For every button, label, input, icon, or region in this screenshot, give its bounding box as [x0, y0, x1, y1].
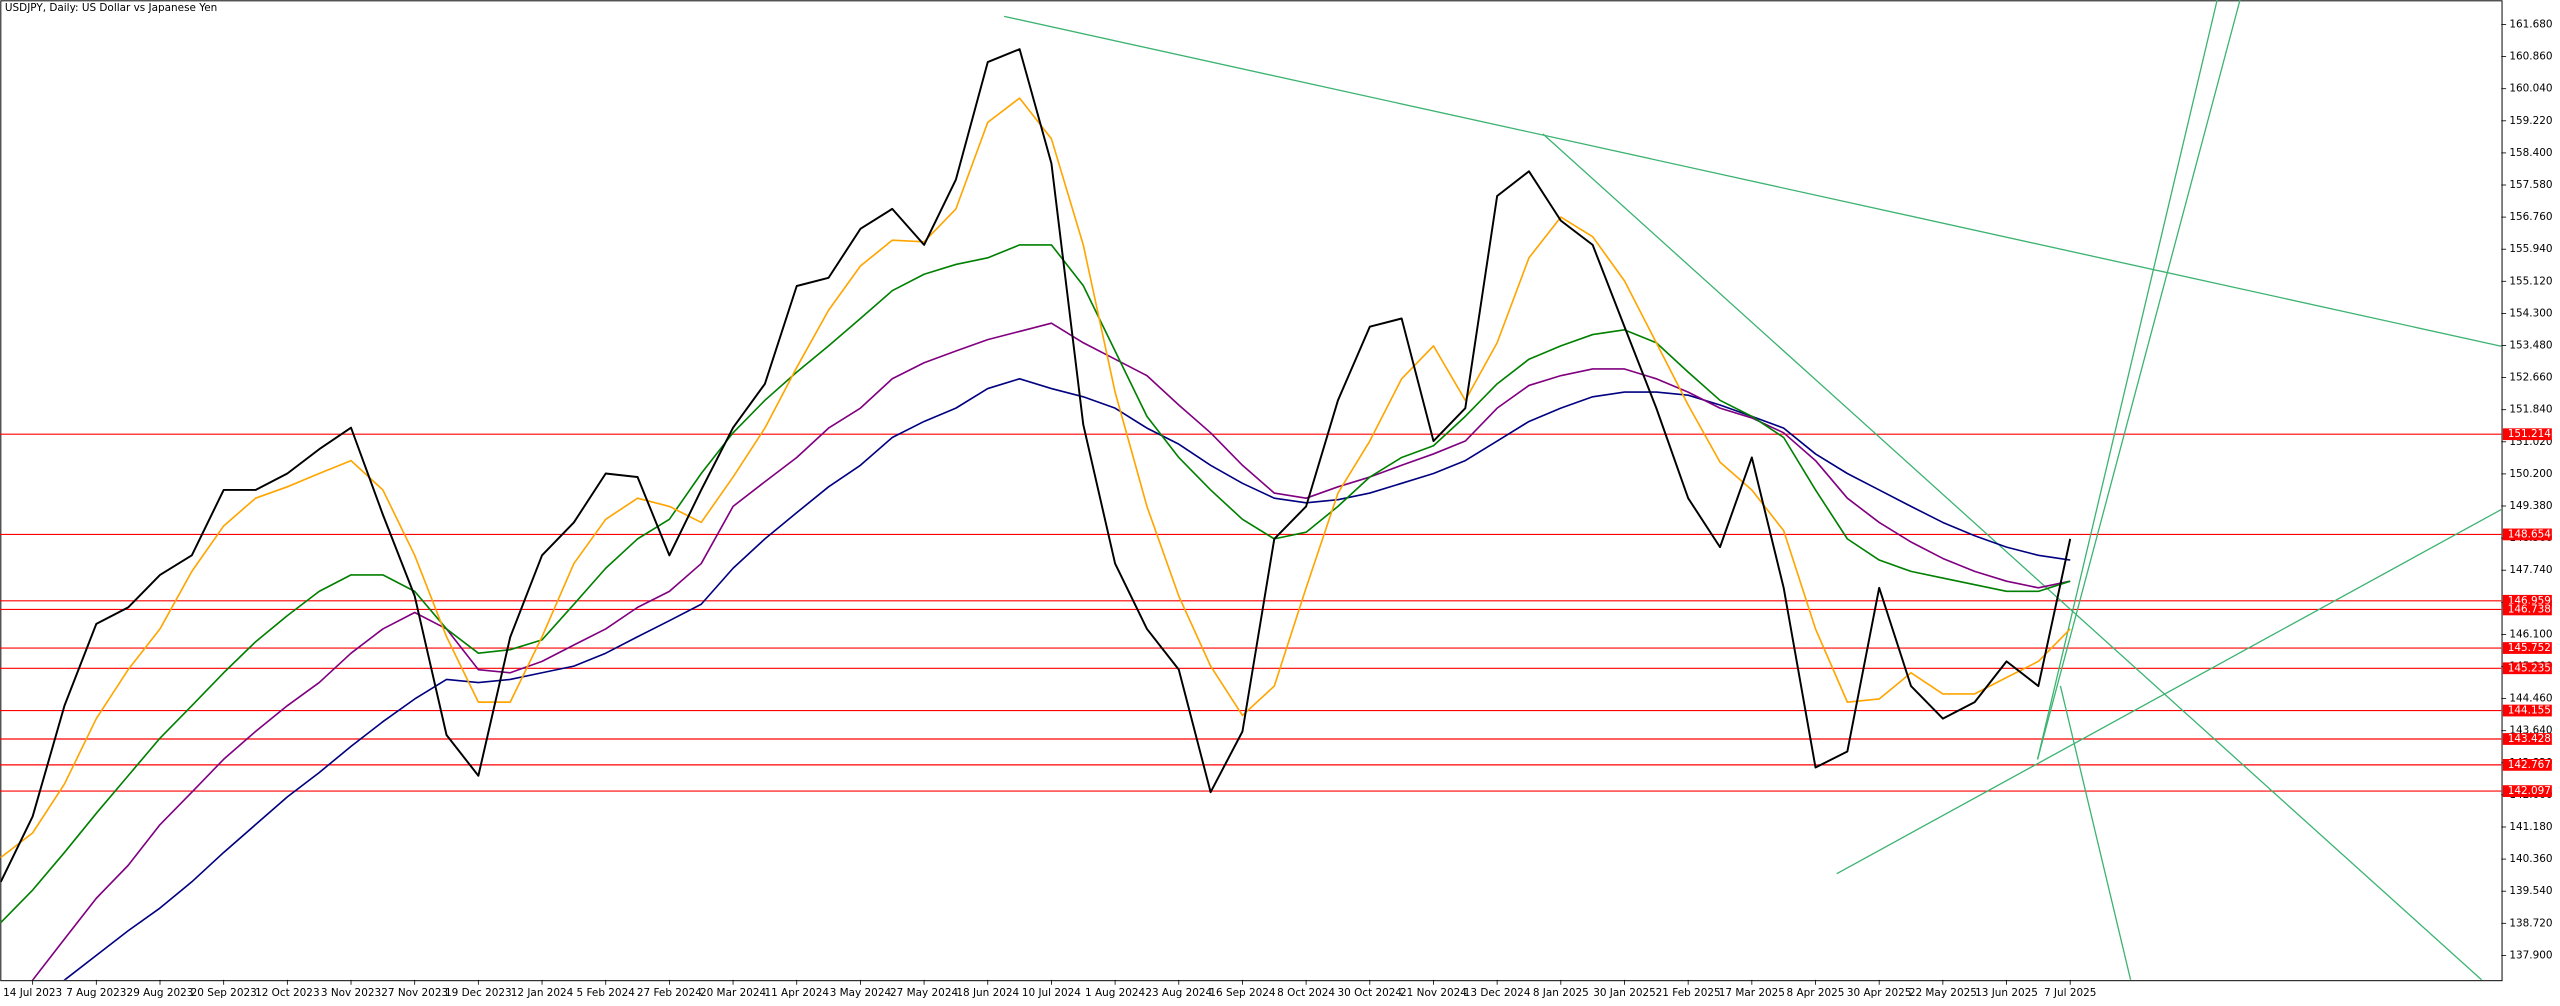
y-tick-label: 155.940 — [2509, 243, 2552, 255]
y-tick-label: 147.740 — [2509, 564, 2552, 576]
x-tick-label: 21 Nov 2024 — [1400, 987, 1467, 999]
x-tick-label: 7 Jul 2025 — [2044, 987, 2096, 999]
level-tag — [2502, 733, 2552, 745]
x-tick-label: 10 Jul 2024 — [1022, 987, 1081, 999]
x-tick-label: 20 Mar 2024 — [700, 987, 767, 999]
x-tick-label: 14 Jul 2023 — [3, 987, 62, 999]
level-label: 145.752 — [2508, 642, 2551, 654]
x-tick-label: 5 Feb 2024 — [577, 987, 636, 999]
x-tick-label: 22 May 2025 — [1909, 987, 1977, 999]
series-line — [0, 244, 2071, 924]
y-tick-label: 153.480 — [2509, 340, 2552, 352]
x-tick-label: 20 Sep 2023 — [191, 987, 257, 999]
x-tick-label: 8 Oct 2024 — [1277, 987, 1335, 999]
trend-line — [2036, 0, 2241, 760]
x-tick-label: 27 Feb 2024 — [637, 987, 702, 999]
level-tag — [2502, 704, 2552, 717]
x-tick-label: 12 Jan 2024 — [511, 987, 574, 999]
x-tick-label: 21 Feb 2025 — [1656, 987, 1721, 999]
x-tick-label: 7 Aug 2023 — [66, 987, 126, 999]
x-tick-label: 30 Jan 2025 — [1593, 987, 1656, 999]
level-label: 143.428 — [2508, 733, 2551, 745]
y-tick-label: 137.900 — [2509, 949, 2552, 961]
y-tick-label: 157.580 — [2509, 179, 2552, 191]
level-label: 144.155 — [2508, 705, 2551, 717]
y-tick-label: 161.680 — [2509, 19, 2552, 31]
axis-layer: 137.900 138.720 139.540 140.360 141.180 142.0… — [3, 19, 2552, 999]
x-tick-label: 27 May 2024 — [890, 987, 958, 999]
series-line — [0, 48, 2072, 883]
x-tick-label: 8 Jan 2025 — [1533, 987, 1589, 999]
series-layer — [0, 48, 2072, 980]
x-tick-label: 13 Dec 2024 — [1464, 987, 1531, 999]
level-label: 145.235 — [2508, 662, 2551, 674]
x-tick-label: 30 Apr 2025 — [1847, 987, 1912, 999]
level-tag — [2502, 428, 2552, 441]
y-tick-label: 160.860 — [2509, 51, 2552, 63]
chart-title: USDJPY, Daily: US Dollar vs Japanese Yen — [5, 2, 217, 14]
y-tick-label: 151.840 — [2509, 404, 2552, 416]
x-tick-label: 19 Dec 2023 — [445, 987, 512, 999]
y-tick-label: 141.180 — [2509, 821, 2552, 833]
series-line — [31, 322, 2071, 980]
y-tick-label: 159.220 — [2509, 115, 2552, 127]
trend-line — [1542, 133, 2483, 980]
level-tag — [2502, 642, 2552, 654]
x-tick-label: 29 Aug 2023 — [127, 987, 194, 999]
y-tick-label: 160.040 — [2509, 83, 2552, 95]
level-label: 146.738 — [2508, 603, 2551, 615]
y-tick-label: 158.400 — [2509, 147, 2552, 159]
y-tick-label: 139.540 — [2509, 885, 2552, 897]
level-tag — [2502, 594, 2552, 607]
x-tick-label: 3 May 2024 — [830, 987, 892, 999]
level-label: 148.654 — [2508, 528, 2552, 540]
trend-line — [1836, 508, 2502, 875]
x-tick-label: 27 Nov 2023 — [381, 987, 448, 999]
x-tick-label: 30 Oct 2024 — [1338, 987, 1403, 999]
x-tick-label: 12 Oct 2023 — [255, 987, 320, 999]
x-tick-label: 11 Apr 2024 — [764, 987, 829, 999]
y-tick-label: 146.100 — [2509, 628, 2552, 640]
x-tick-label: 23 Aug 2024 — [1145, 987, 1212, 999]
y-tick-label: 149.380 — [2509, 500, 2552, 512]
trend-line — [2059, 685, 2132, 980]
level-tag — [2502, 528, 2552, 541]
x-tick-label: 8 Apr 2025 — [1787, 987, 1845, 999]
x-tick-label: 3 Nov 2023 — [321, 987, 381, 999]
trend-lines — [1003, 0, 2502, 980]
y-tick-label: 152.660 — [2509, 372, 2552, 384]
plot-frame — [0, 0, 2503, 982]
y-tick-label: 138.720 — [2509, 917, 2552, 929]
x-tick-label: 16 Sep 2024 — [1209, 987, 1276, 999]
y-tick-label: 155.120 — [2509, 275, 2552, 287]
level-tag — [2502, 758, 2552, 771]
x-tick-label: 18 Jun 2024 — [956, 987, 1019, 999]
y-tick-label: 150.200 — [2509, 468, 2552, 480]
level-tag — [2502, 662, 2552, 675]
y-tick-label: 144.460 — [2509, 693, 2552, 705]
level-label: 142.097 — [2508, 785, 2551, 797]
series-line — [63, 377, 2071, 980]
y-tick-label: 154.300 — [2509, 307, 2552, 319]
x-tick-label: 13 Jun 2025 — [1975, 987, 2038, 999]
level-label: 142.767 — [2508, 759, 2551, 771]
trend-line — [1003, 15, 2502, 347]
y-tick-label: 156.760 — [2509, 211, 2552, 223]
level-label: 151.214 — [2508, 428, 2552, 440]
level-tag — [2502, 603, 2552, 616]
level-tag — [2502, 785, 2552, 797]
series-line — [0, 97, 2071, 859]
x-tick-label: 17 Mar 2025 — [1719, 987, 1785, 999]
y-tick-label: 140.360 — [2509, 853, 2552, 865]
x-tick-label: 1 Aug 2024 — [1085, 987, 1146, 999]
